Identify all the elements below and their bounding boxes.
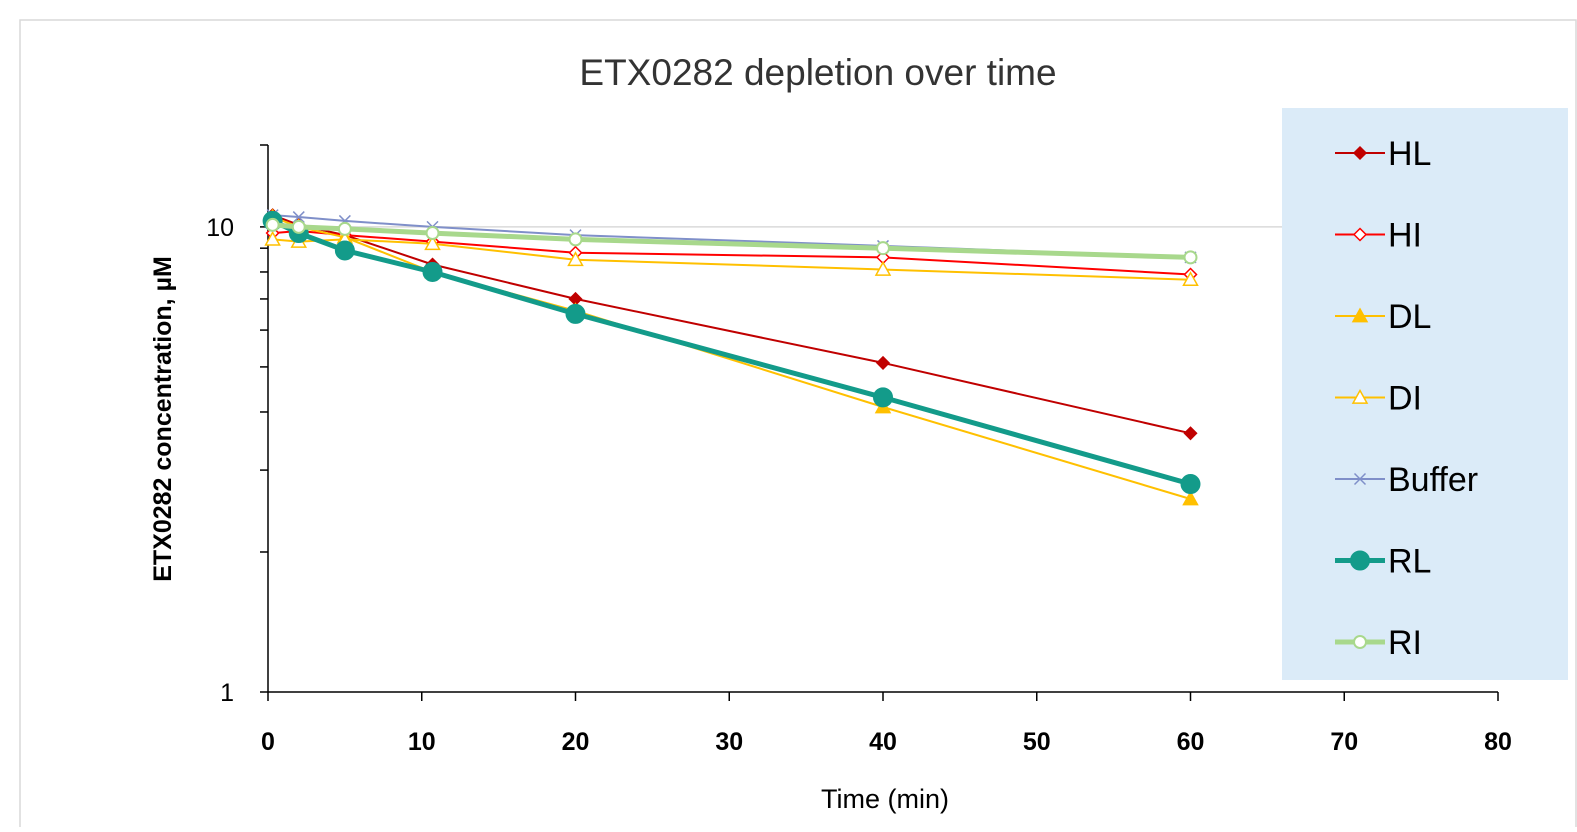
x-tick-label: 60 (1177, 728, 1205, 756)
data-point (424, 235, 441, 251)
data-point (422, 261, 443, 282)
data-point (875, 355, 891, 370)
legend-swatch-marker (1352, 227, 1368, 242)
legend-swatch-marker (1353, 472, 1367, 486)
data-point (876, 241, 890, 256)
x-tick-label: 30 (715, 728, 743, 756)
legend-swatch-marker (1350, 550, 1370, 571)
data-point (567, 251, 584, 267)
legend-entry-rl: RL (1335, 543, 1431, 581)
x-axis-title: Time (min) (821, 784, 949, 814)
data-point (1180, 474, 1201, 495)
legend-entry-hl: HL (1335, 135, 1431, 173)
x-tick-label: 10 (408, 728, 436, 756)
legend-label: HI (1388, 217, 1422, 255)
y-tick-label: 10 (206, 214, 234, 242)
data-point (565, 303, 586, 324)
data-point (334, 240, 355, 261)
series-layer (262, 208, 1201, 506)
data-point (264, 230, 281, 246)
x-tick-label: 70 (1330, 728, 1358, 756)
data-point (1183, 250, 1198, 265)
x-tick-label: 50 (1023, 728, 1051, 756)
axes-layer: 1 10 0 10 20 30 40 50 60 70 80 (206, 144, 1512, 756)
data-point (568, 232, 583, 247)
legend-label: RI (1388, 624, 1422, 662)
legend-label: DL (1388, 298, 1431, 336)
data-point (292, 211, 305, 224)
legend-swatch-marker (1353, 635, 1367, 649)
x-tick-label: 40 (869, 728, 897, 756)
data-point (291, 219, 306, 234)
data-point (874, 260, 892, 276)
y-axis-title: ETX0282 concentration, µM (149, 256, 177, 582)
data-point (265, 217, 280, 232)
x-tick-label: 0 (261, 728, 275, 756)
legend-label: RL (1388, 543, 1431, 581)
legend-label: HL (1388, 135, 1431, 173)
data-point (1182, 271, 1199, 287)
legend-entry-buffer: Buffer (1335, 461, 1478, 499)
marker-stroke (292, 211, 305, 224)
chart-title: ETX0282 depletion over time (579, 52, 1056, 93)
y-tick-label: 1 (220, 679, 234, 707)
legend-entry-dl: DL (1335, 298, 1431, 336)
legend-label: DI (1388, 380, 1422, 418)
legend-box (1282, 108, 1568, 680)
data-point (873, 387, 893, 408)
data-point (1183, 426, 1198, 441)
marker-stroke (1353, 472, 1367, 486)
legend-swatch-marker (1351, 307, 1369, 323)
data-point (1182, 490, 1199, 506)
legend: HL HI DL DI Buffer RL RI (1335, 135, 1478, 662)
x-tick-label: 20 (562, 728, 590, 756)
data-point (425, 226, 440, 241)
legend-swatch-marker (1352, 145, 1368, 161)
legend-entry-hi: HI (1335, 217, 1422, 255)
legend-label: Buffer (1388, 461, 1478, 499)
legend-entry-di: DI (1335, 380, 1422, 418)
x-tick-label: 80 (1484, 728, 1512, 756)
data-point (337, 221, 352, 236)
legend-entry-ri: RI (1335, 624, 1422, 662)
series-ri (265, 217, 1198, 265)
legend-swatch-marker (1351, 388, 1369, 404)
